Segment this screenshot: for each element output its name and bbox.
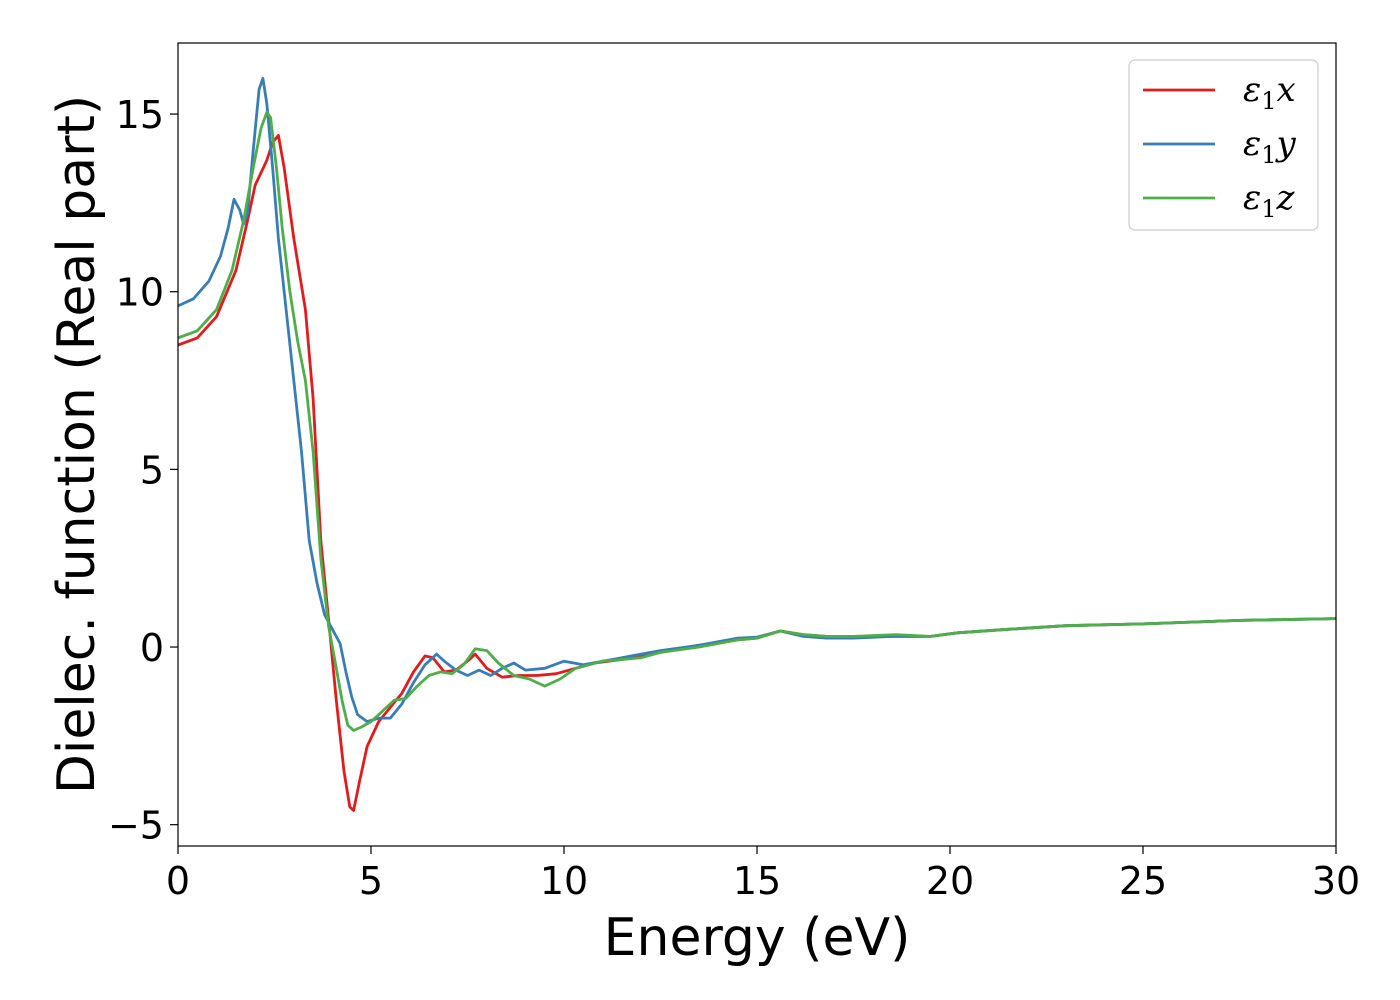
y-axis-ticks: −5 0 5 10 15 [108, 93, 178, 848]
y-tick-label: −5 [108, 804, 164, 848]
y-tick-label: 0 [140, 626, 164, 670]
legend: ε1x ε1y ε1z [1128, 59, 1319, 231]
x-tick-label: 10 [540, 859, 588, 903]
x-tick-label: 30 [1312, 859, 1360, 903]
series-line-3 [178, 110, 1336, 732]
x-tick-label: 0 [166, 859, 190, 903]
x-tick-label: 15 [733, 859, 781, 903]
series-layer [178, 77, 1336, 812]
legend-box [1128, 59, 1319, 231]
x-axis-label: Energy (eV) [604, 908, 911, 968]
y-tick-label: 15 [116, 93, 164, 137]
legend-entry-label: ε1x [1243, 70, 1296, 115]
x-axis-ticks: 0 5 10 15 20 25 30 [166, 846, 1360, 903]
y-tick-label: 5 [140, 448, 164, 492]
x-tick-label: 25 [1119, 859, 1167, 903]
y-tick-label: 10 [116, 271, 164, 315]
y-axis-label: Dielec. function (Real part) [47, 95, 107, 794]
legend-entry-label: ε1z [1243, 178, 1296, 223]
x-tick-label: 5 [359, 859, 383, 903]
x-tick-label: 20 [926, 859, 974, 903]
legend-entry-label: ε1y [1243, 124, 1297, 169]
